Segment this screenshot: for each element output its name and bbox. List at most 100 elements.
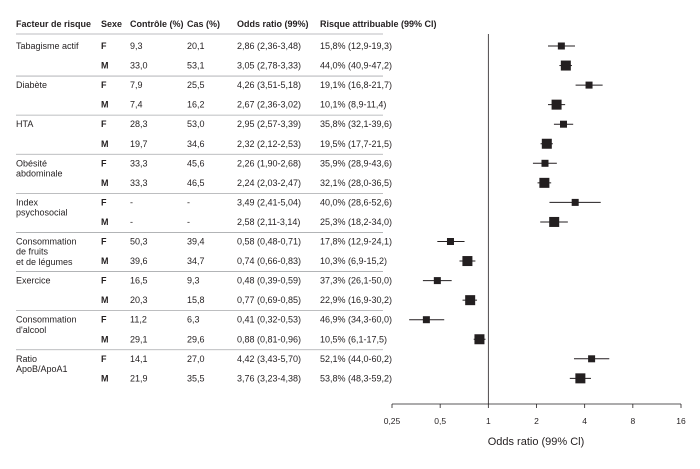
header-par: Risque attribuable (99% Cl) (320, 19, 437, 29)
factor-label: Tabagisme actif (16, 41, 79, 51)
attributable-risk-cell: 10,1% (8,9-11,4) (320, 100, 386, 110)
cases-cell: 34,7 (187, 256, 205, 266)
cases-cell: 29,6 (187, 334, 205, 344)
attributable-risk-cell: 10,3% (6,9-15,2) (320, 256, 387, 266)
x-tick-label: 2 (534, 416, 539, 426)
control-cell: - (130, 217, 133, 227)
cases-cell: 53,1 (187, 61, 205, 71)
sex-cell: F (101, 80, 107, 90)
odds-ratio-cell: 3,49 (2,41-5,04) (237, 197, 301, 207)
attributable-risk-cell: 44,0% (40,9-47,2) (320, 61, 392, 71)
odds-ratio-cell: 2,67 (2,36-3,02) (237, 100, 301, 110)
cases-cell: 35,5 (187, 373, 205, 383)
sex-cell: M (101, 100, 109, 110)
attributable-risk-cell: 53,8% (48,3-59,2) (320, 373, 392, 383)
odds-ratio-cell: 2,24 (2,03-2,47) (237, 178, 301, 188)
control-cell: 33,3 (130, 178, 148, 188)
sex-cell: M (101, 256, 109, 266)
attributable-risk-cell: 17,8% (12,9-24,1) (320, 237, 392, 247)
point-estimate (541, 159, 549, 167)
attributable-risk-cell: 46,9% (34,3-60,0) (320, 315, 392, 325)
point-estimate (539, 177, 550, 188)
cases-cell: 16,2 (187, 100, 205, 110)
point-estimate (571, 198, 579, 206)
table-row: F 50,3 39,4 0,58 (0,48-0,71) 17,8% (12,9-24,… (101, 237, 392, 247)
cases-cell: 39,4 (187, 237, 205, 247)
header-or: Odds ratio (99%) (237, 19, 309, 29)
table-row: M 21,9 35,5 3,76 (3,23-4,38) 53,8% (48,3-59,… (101, 373, 392, 383)
sex-cell: F (101, 158, 107, 168)
point-estimate (560, 120, 568, 128)
control-cell: - (130, 197, 133, 207)
control-cell: 50,3 (130, 237, 148, 247)
table-row: M 33,0 53,1 3,05 (2,78-3,33) 44,0% (40,9-47,… (101, 61, 392, 71)
factor-label: de fruits (16, 247, 49, 257)
x-tick-label: 0,25 (384, 416, 401, 426)
column-headers: Facteur de risque Sexe Contrôle (%) Cas … (16, 19, 437, 29)
factor-label: Exercice (16, 276, 51, 286)
cases-cell: 27,0 (187, 354, 205, 364)
control-cell: 16,5 (130, 276, 148, 286)
factor-label: Index (16, 197, 39, 207)
table-row: F 16,5 9,3 0,48 (0,39-0,59) 37,3% (26,1-50,0… (101, 276, 392, 286)
attributable-risk-cell: 35,8% (32,1-39,6) (320, 119, 392, 129)
attributable-risk-cell: 19,1% (16,8-21,7) (320, 80, 392, 90)
table-row: M 19,7 34,6 2,32 (2,12-2,53) 19,5% (17,7-21,… (101, 139, 392, 149)
factor-label: Consommation (16, 237, 77, 247)
sex-cell: F (101, 41, 107, 51)
factor-label: ApoB/ApoA1 (16, 364, 68, 374)
sex-cell: M (101, 217, 109, 227)
point-estimate (446, 238, 454, 245)
point-estimate (549, 216, 560, 227)
factor-label: Obésité (16, 158, 47, 168)
attributable-risk-cell: 10,5% (6,1-17,5) (320, 334, 387, 344)
control-cell: 14,1 (130, 354, 148, 364)
attributable-risk-cell: 52,1% (44,0-60,2) (320, 354, 392, 364)
factor-label: psychosocial (16, 208, 68, 218)
odds-ratio-cell: 0,74 (0,66-0,83) (237, 256, 301, 266)
table-row: F 9,3 20,1 2,86 (2,36-3,48) 15,8% (12,9-19,3… (101, 41, 392, 51)
cases-cell: 15,8 (187, 295, 205, 305)
table-row: M - - 2,58 (2,11-3,14) 25,3% (18,2-34,0) (101, 217, 392, 227)
odds-ratio-cell: 2,58 (2,11-3,14) (237, 217, 300, 227)
cases-cell: 46,5 (187, 178, 205, 188)
attributable-risk-cell: 25,3% (18,2-34,0) (320, 217, 392, 227)
point-estimate (575, 373, 586, 384)
x-tick-label: 1 (486, 416, 491, 426)
header-sex: Sexe (101, 19, 122, 29)
odds-ratio-cell: 0,41 (0,32-0,53) (237, 315, 301, 325)
odds-ratio-cell: 0,58 (0,48-0,71) (237, 237, 301, 247)
odds-ratio-cell: 0,48 (0,39-0,59) (237, 276, 301, 286)
point-estimate (585, 81, 593, 89)
odds-ratio-cell: 4,42 (3,43-5,70) (237, 354, 301, 364)
odds-ratio-cell: 2,86 (2,36-3,48) (237, 41, 301, 51)
table-row: F 28,3 53,0 2,95 (2,57-3,39) 35,8% (32,1-39,… (101, 119, 392, 129)
sex-cell: M (101, 295, 109, 305)
point-estimate (474, 334, 485, 345)
odds-ratio-cell: 2,32 (2,12-2,53) (237, 139, 301, 149)
cases-cell: 6,3 (187, 315, 200, 325)
control-cell: 11,2 (130, 315, 147, 325)
odds-ratio-cell: 2,95 (2,57-3,39) (237, 119, 301, 129)
factor-label: HTA (16, 119, 33, 129)
control-cell: 21,9 (130, 373, 148, 383)
attributable-risk-cell: 40,0% (28,6-52,6) (320, 197, 392, 207)
attributable-risk-cell: 37,3% (26,1-50,0) (320, 276, 392, 286)
factor-label: Diabète (16, 80, 47, 90)
table-row: F 11,2 6,3 0,41 (0,32-0,53) 46,9% (34,3-60,0… (101, 315, 392, 325)
header-factor: Facteur de risque (16, 19, 91, 29)
factor-label: et de légumes (16, 257, 73, 267)
x-tick-label: 8 (630, 416, 635, 426)
cases-cell: 9,3 (187, 276, 200, 286)
control-cell: 29,1 (130, 334, 148, 344)
odds-ratio-cell: 3,76 (3,23-4,38) (237, 373, 301, 383)
sex-cell: M (101, 61, 109, 71)
table-row: F 33,3 45,6 2,26 (1,90-2,68) 35,9% (28,9-43,… (101, 158, 392, 168)
sex-cell: F (101, 354, 107, 364)
x-tick-label: 4 (582, 416, 587, 426)
attributable-risk-cell: 19,5% (17,7-21,5) (320, 139, 392, 149)
point-estimate (560, 60, 571, 71)
table-row: M 20,3 15,8 0,77 (0,69-0,85) 22,9% (16,9-30,… (101, 295, 392, 305)
table-row: M 29,1 29,6 0,88 (0,81-0,96) 10,5% (6,1-17,5… (101, 334, 387, 344)
cases-cell: - (187, 197, 190, 207)
